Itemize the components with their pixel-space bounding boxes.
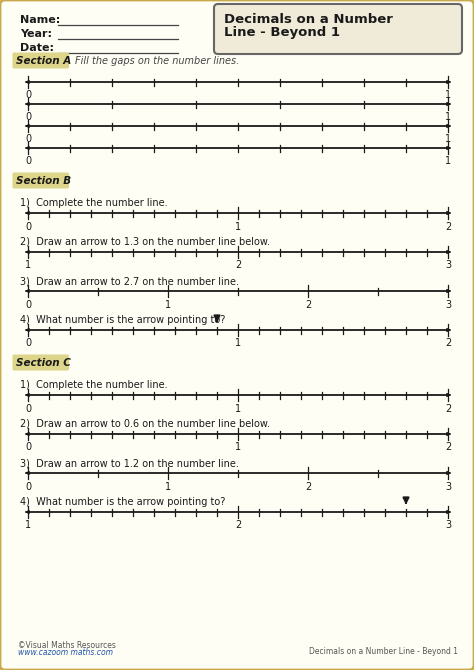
Text: 4)  What number is the arrow pointing to?: 4) What number is the arrow pointing to? (20, 497, 225, 507)
Text: 1)  Complete the number line.: 1) Complete the number line. (20, 380, 168, 390)
Text: 1: 1 (235, 403, 241, 413)
Text: 2: 2 (305, 299, 311, 310)
Text: 2: 2 (445, 338, 451, 348)
Text: 2: 2 (305, 482, 311, 492)
Text: 2: 2 (445, 403, 451, 413)
Text: 1)  Complete the number line.: 1) Complete the number line. (20, 198, 168, 208)
Text: 0: 0 (25, 157, 31, 167)
Text: 0: 0 (25, 222, 31, 232)
Text: 3)  Draw an arrow to 2.7 on the number line.: 3) Draw an arrow to 2.7 on the number li… (20, 276, 239, 286)
Text: Name:: Name: (20, 15, 60, 25)
Text: 3: 3 (445, 521, 451, 531)
Text: 1: 1 (235, 338, 241, 348)
Text: 2)  Draw an arrow to 1.3 on the number line below.: 2) Draw an arrow to 1.3 on the number li… (20, 237, 270, 247)
Text: 3: 3 (445, 482, 451, 492)
Text: 1: 1 (165, 482, 171, 492)
Text: 1: 1 (25, 261, 31, 271)
Text: 0: 0 (25, 403, 31, 413)
Text: Line - Beyond 1: Line - Beyond 1 (224, 26, 340, 39)
Text: 1: 1 (165, 299, 171, 310)
Text: 4)  What number is the arrow pointing to?: 4) What number is the arrow pointing to? (20, 315, 225, 325)
Text: 0: 0 (25, 338, 31, 348)
Text: 3: 3 (445, 261, 451, 271)
Text: Section C: Section C (16, 358, 71, 368)
Text: 0: 0 (25, 113, 31, 123)
Text: ©Visual Maths Resources: ©Visual Maths Resources (18, 641, 116, 650)
Text: 2: 2 (235, 521, 241, 531)
Text: 1: 1 (445, 135, 451, 145)
FancyBboxPatch shape (214, 4, 462, 54)
Text: 1: 1 (235, 442, 241, 452)
Text: 2: 2 (235, 261, 241, 271)
Text: 0: 0 (25, 442, 31, 452)
Text: Date:: Date: (20, 43, 54, 53)
Text: 1: 1 (445, 113, 451, 123)
Text: Year:: Year: (20, 29, 52, 39)
Text: 3: 3 (445, 299, 451, 310)
Text: 0: 0 (25, 135, 31, 145)
Text: 2: 2 (445, 442, 451, 452)
Text: 1: 1 (445, 157, 451, 167)
FancyBboxPatch shape (12, 172, 69, 188)
Text: 2)  Draw an arrow to 0.6 on the number line below.: 2) Draw an arrow to 0.6 on the number li… (20, 419, 270, 429)
Text: 1: 1 (235, 222, 241, 232)
Text: Section B: Section B (16, 176, 71, 186)
Text: 1: 1 (25, 521, 31, 531)
Text: 0: 0 (25, 299, 31, 310)
FancyBboxPatch shape (12, 354, 69, 371)
Text: Section A: Section A (16, 56, 71, 66)
Text: www.cazoom maths.com: www.cazoom maths.com (18, 648, 113, 657)
Text: Decimals on a Number Line - Beyond 1: Decimals on a Number Line - Beyond 1 (309, 647, 458, 656)
Text: 3)  Draw an arrow to 1.2 on the number line.: 3) Draw an arrow to 1.2 on the number li… (20, 458, 239, 468)
Text: 2: 2 (445, 222, 451, 232)
Text: 0: 0 (25, 482, 31, 492)
Text: Fill the gaps on the number lines.: Fill the gaps on the number lines. (75, 56, 240, 66)
Text: 1: 1 (445, 90, 451, 100)
Text: Decimals on a Number: Decimals on a Number (224, 13, 393, 26)
Text: 0: 0 (25, 90, 31, 100)
FancyBboxPatch shape (12, 52, 69, 68)
